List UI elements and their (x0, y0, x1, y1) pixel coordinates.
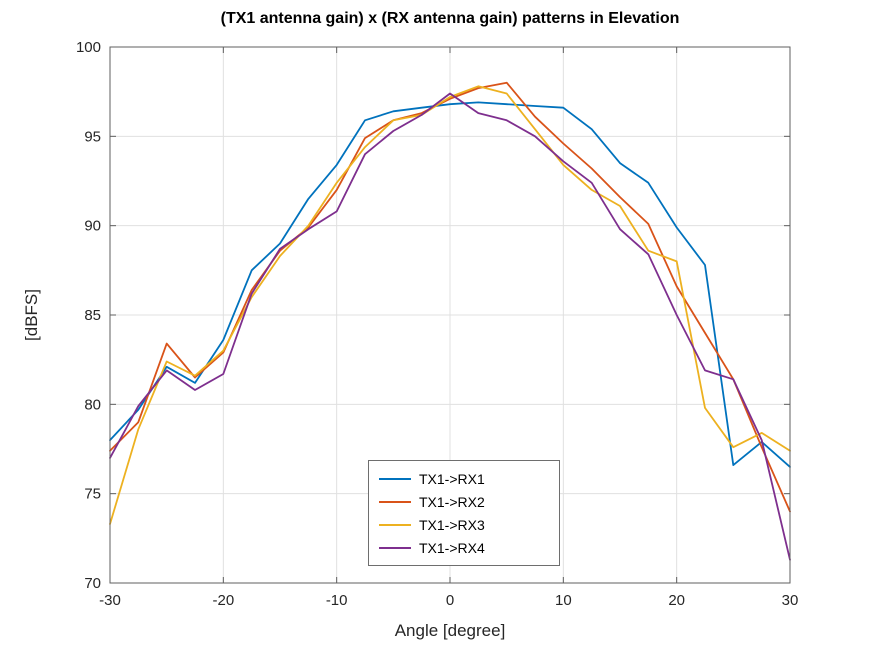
y-tick-label: 85 (84, 307, 101, 324)
legend-line-sample (379, 500, 411, 503)
legend-item-label: TX1->RX3 (419, 516, 485, 533)
y-tick-label: 95 (84, 128, 101, 145)
y-axis-label: [dBFS] (22, 289, 41, 341)
series-line-tx1-rx1 (109, 101, 791, 468)
y-tick-label: 70 (84, 575, 101, 592)
legend-item-label: TX1->RX1 (419, 470, 485, 487)
x-axis-label: Angle [degree] (394, 621, 506, 640)
x-tick-label: 0 (446, 592, 454, 609)
x-tick-label: -20 (212, 592, 234, 609)
legend-item-tx1-rx4[interactable]: TX1->RX4 (379, 536, 559, 559)
legend-item-tx1-rx2[interactable]: TX1->RX2 (379, 490, 559, 513)
x-tick-label: -30 (99, 592, 121, 609)
y-tick-label: 90 (84, 218, 101, 235)
legend-line-sample (379, 546, 411, 549)
y-tick-label: 100 (76, 39, 101, 56)
x-tick-label: 10 (555, 592, 572, 609)
legend-item-tx1-rx3[interactable]: TX1->RX3 (379, 513, 559, 536)
legend-line-sample (379, 523, 411, 526)
x-tick-label: 30 (782, 592, 799, 609)
y-tick-label: 80 (84, 396, 101, 413)
legend-line-sample (379, 477, 411, 480)
series-line-tx1-rx3 (109, 85, 791, 525)
y-tick-label: 75 (84, 486, 101, 503)
chart-title: (TX1 antenna gain) x (RX antenna gain) p… (220, 10, 680, 27)
x-tick-label: 20 (668, 592, 685, 609)
series-line-tx1-rx2 (109, 81, 791, 513)
legend-item-label: TX1->RX4 (419, 539, 485, 556)
series-line-tx1-rx4 (109, 92, 791, 561)
legend[interactable]: TX1->RX1 TX1->RX2 TX1->RX3 TX1->RX4 (368, 460, 560, 566)
legend-item-tx1-rx1[interactable]: TX1->RX1 (379, 467, 559, 490)
x-tick-label: -10 (326, 592, 348, 609)
legend-item-label: TX1->RX2 (419, 493, 485, 510)
